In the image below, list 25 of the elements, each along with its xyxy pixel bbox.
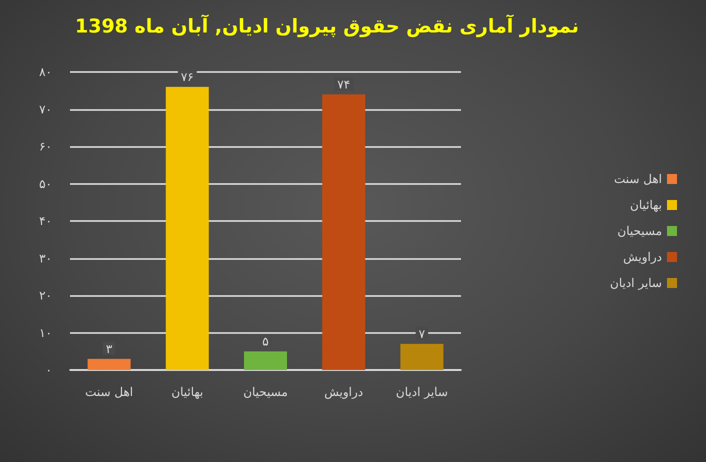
y-tick-label: ۰ xyxy=(46,363,52,377)
data-label: ۷۴ xyxy=(337,77,350,92)
x-tick-label: مسیحیان xyxy=(243,385,288,399)
chart-title: نمودار آماری نقض حقوق پیروان ادیان, آبان ماه 1398 xyxy=(75,14,579,38)
data-label: ۷۶ xyxy=(180,70,194,84)
legend-label: بهائیان xyxy=(630,198,662,212)
legend-label: اهل سنت xyxy=(614,172,662,186)
y-tick-label: ۱۰ xyxy=(39,326,52,340)
data-label: ۷ xyxy=(418,326,426,341)
y-tick-label: ۷۰ xyxy=(39,102,52,116)
x-tick-label: سایر ادیان xyxy=(396,385,448,399)
y-tick-label: ۵۰ xyxy=(39,176,52,191)
y-tick-label: ۶۰ xyxy=(39,140,52,154)
y-tick-label: ۳۰ xyxy=(39,251,52,266)
legend-label: سایر ادیان xyxy=(610,276,662,290)
data-label: ۵ xyxy=(262,334,269,348)
y-tick-label: ۴۰ xyxy=(39,214,52,228)
legend-label: دراویش xyxy=(623,250,662,264)
y-tick-label: ۸۰ xyxy=(39,65,52,79)
y-tick-label: ۲۰ xyxy=(39,288,52,302)
legend-label: مسیحیان xyxy=(617,224,662,238)
data-label: ۳ xyxy=(106,342,113,356)
x-tick-label: اهل سنت xyxy=(85,385,134,399)
x-tick-label: بهائیان xyxy=(171,385,204,399)
x-tick-label: دراویش xyxy=(324,385,364,399)
